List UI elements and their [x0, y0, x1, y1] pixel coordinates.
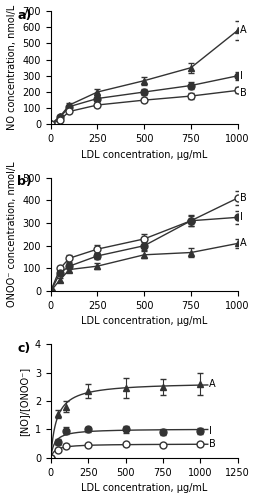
Text: I: I	[209, 426, 212, 436]
Text: a): a)	[17, 8, 31, 22]
Text: c): c)	[17, 342, 30, 355]
Y-axis label: NO concentration, nmol/L: NO concentration, nmol/L	[7, 5, 17, 130]
Text: b): b)	[17, 176, 32, 188]
Text: A: A	[209, 379, 216, 389]
Y-axis label: [NO]/[ONOO⁻]: [NO]/[ONOO⁻]	[19, 366, 29, 436]
X-axis label: LDL concentration, μg/mL: LDL concentration, μg/mL	[81, 483, 207, 493]
X-axis label: LDL concentration, μg/mL: LDL concentration, μg/mL	[81, 150, 207, 160]
Text: I: I	[240, 71, 242, 81]
Text: I: I	[240, 212, 242, 222]
Text: A: A	[240, 26, 246, 36]
Y-axis label: ONOO⁻ concentration, nmol/L: ONOO⁻ concentration, nmol/L	[7, 162, 17, 307]
Text: B: B	[240, 193, 246, 203]
Text: B: B	[240, 88, 246, 98]
X-axis label: LDL concentration, μg/mL: LDL concentration, μg/mL	[81, 316, 207, 326]
Text: A: A	[240, 238, 246, 248]
Text: B: B	[209, 440, 216, 450]
